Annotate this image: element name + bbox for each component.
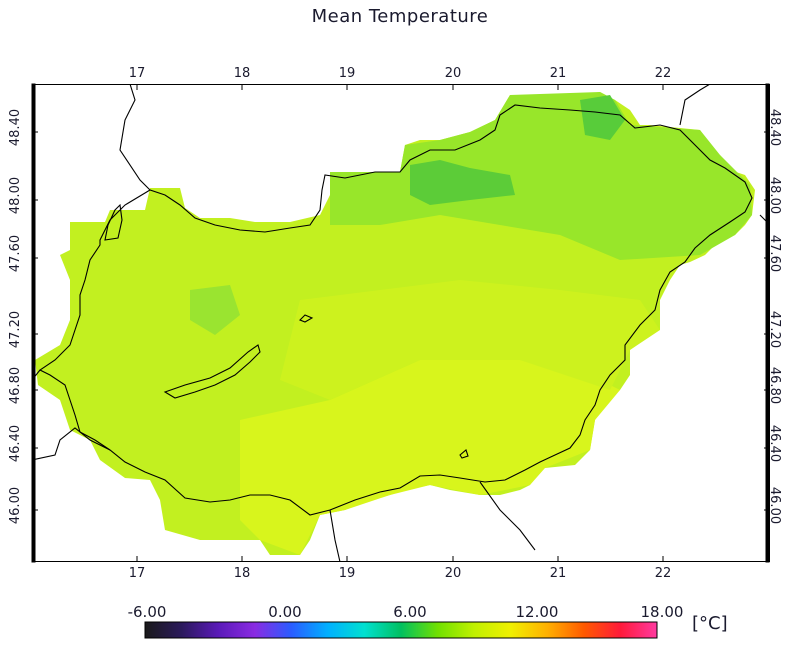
hungary-border (38, 104, 753, 516)
map-title: Mean Temperature (311, 6, 489, 27)
y-tick-left: 46.00 (8, 486, 24, 525)
border-croatia (329, 509, 341, 562)
colorbar-tick-label: 6.00 (393, 603, 427, 621)
temperature-field (35, 92, 755, 555)
y-tick-left: 48.00 (8, 176, 24, 215)
country-borders (32, 84, 770, 562)
y-tick-right: 46.00 (767, 486, 783, 525)
y-tick-left: 47.60 (8, 234, 24, 273)
x-tick-top: 18 (233, 66, 251, 81)
cold-patch-bakony (190, 285, 240, 335)
cold-patch-bukk (580, 95, 625, 140)
colorbar-tick-label: -6.00 (127, 603, 167, 621)
x-tick-bottom: 22 (654, 566, 672, 581)
y-tick-right: 46.40 (767, 424, 783, 463)
cool-region-north (330, 92, 752, 260)
x-tick-bottom: 19 (338, 566, 356, 581)
x-tick-top: 21 (549, 66, 567, 81)
border-ukraine (679, 84, 711, 126)
y-tick-left: 46.40 (8, 424, 24, 463)
small-lake-south (459, 449, 469, 459)
x-tick-top: 19 (338, 66, 356, 81)
colorbar-unit: [°C] (692, 613, 728, 634)
colorbar-tick-label: 12.00 (515, 603, 559, 621)
x-tick-bottom: 17 (128, 566, 146, 581)
x-tick-top: 22 (654, 66, 672, 81)
colorbar-tick-label: 18.00 (640, 603, 684, 621)
border-serbia (479, 481, 536, 551)
x-tick-top: 20 (444, 66, 462, 81)
colorbar (144, 621, 658, 639)
lake-neusiedl (104, 203, 123, 241)
x-tick-bottom: 21 (549, 566, 567, 581)
y-tick-left: 48.40 (8, 108, 24, 147)
lake-balaton (163, 344, 261, 399)
y-tick-right: 48.40 (767, 108, 783, 147)
y-tick-left: 47.20 (8, 310, 24, 349)
y-tick-right: 47.60 (767, 234, 783, 273)
x-tick-bottom: 18 (233, 566, 251, 581)
y-tick-right: 48.00 (767, 176, 783, 215)
cold-patch-matra (410, 160, 515, 205)
y-tick-right: 46.80 (767, 366, 783, 405)
y-tick-right: 47.20 (767, 310, 783, 349)
y-tick-left: 46.80 (8, 366, 24, 405)
x-tick-top: 17 (128, 66, 146, 81)
map-frame (32, 84, 770, 562)
border-slovenia (32, 427, 111, 461)
danube-north (119, 84, 151, 191)
lake-velence (299, 314, 314, 323)
warm-region-central (280, 280, 660, 400)
x-tick-bottom: 20 (444, 566, 462, 581)
warm-region-south (240, 360, 620, 555)
colorbar-tick-label: 0.00 (268, 603, 302, 621)
